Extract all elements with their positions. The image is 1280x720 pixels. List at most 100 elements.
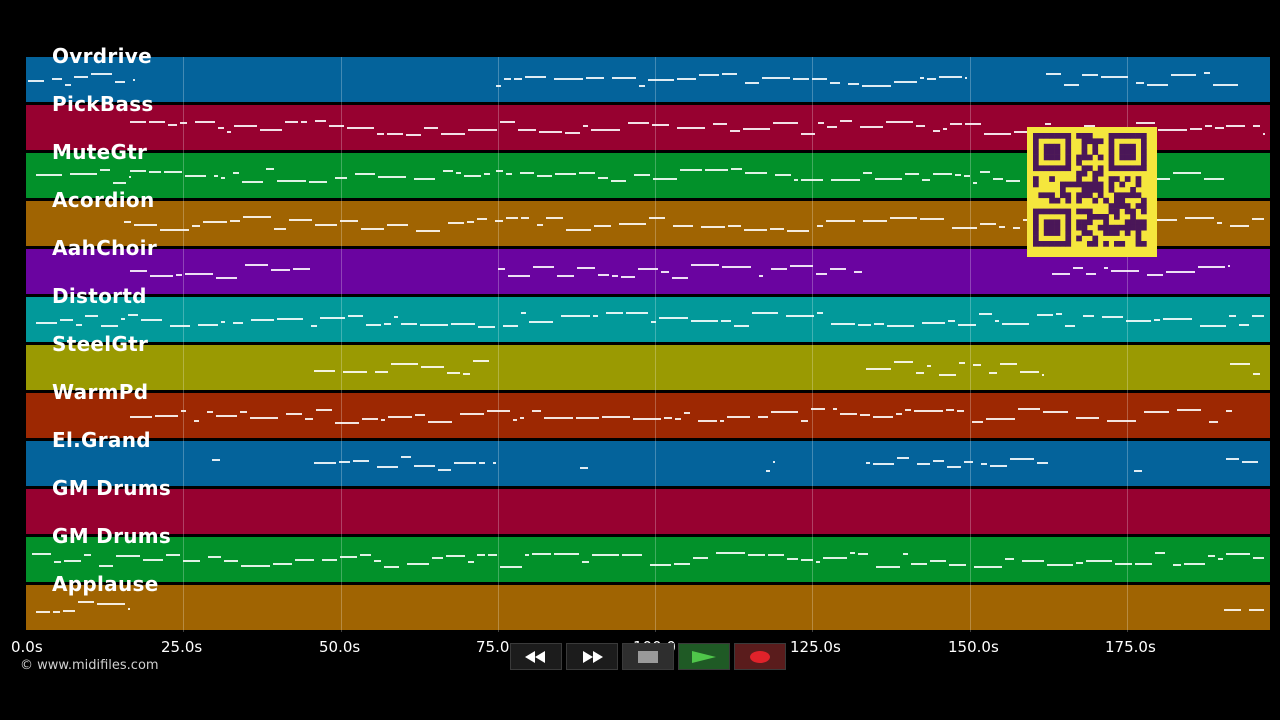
midi-note <box>768 554 784 556</box>
midi-note <box>130 170 146 172</box>
midi-note <box>143 559 163 561</box>
midi-note <box>1252 218 1264 220</box>
midi-note <box>1107 420 1136 422</box>
midi-note <box>816 273 827 275</box>
midi-note <box>598 177 608 179</box>
midi-note <box>1147 274 1163 276</box>
midi-note <box>948 320 955 322</box>
midi-note <box>468 129 497 131</box>
midi-note <box>1000 363 1017 365</box>
midi-note <box>1037 314 1053 316</box>
midi-note <box>60 319 73 321</box>
midi-note <box>149 171 161 173</box>
midi-note <box>500 566 522 568</box>
midi-note <box>1073 267 1083 269</box>
midi-note <box>728 225 741 227</box>
midi-note <box>164 171 182 173</box>
midi-note <box>316 409 332 411</box>
midi-note <box>648 79 674 81</box>
midi-note <box>701 226 725 228</box>
midi-note <box>622 554 642 556</box>
track-label: Ovrdrive <box>52 44 152 68</box>
midi-note <box>713 123 727 125</box>
midi-note <box>212 459 220 461</box>
track-lane <box>26 441 1270 486</box>
midi-note <box>986 418 1015 420</box>
midi-note <box>766 470 770 472</box>
midi-note <box>64 560 81 562</box>
track-lane <box>26 345 1270 390</box>
record-icon <box>750 650 770 663</box>
midi-note <box>424 127 438 129</box>
midi-note <box>990 465 1007 467</box>
midi-note <box>116 555 140 557</box>
track-lane <box>26 297 1270 342</box>
midi-note <box>817 312 823 314</box>
midi-note <box>752 312 778 314</box>
record-button[interactable] <box>734 643 786 670</box>
midi-note <box>721 320 731 322</box>
midi-note <box>1013 227 1020 229</box>
midi-note <box>1046 73 1061 75</box>
midi-note <box>876 566 900 568</box>
midi-note <box>958 324 976 326</box>
midi-note <box>886 121 913 123</box>
track-label: GM Drums <box>52 524 172 548</box>
midi-note <box>745 172 767 174</box>
midi-note <box>451 323 475 325</box>
midi-note <box>488 554 497 556</box>
midi-note <box>734 325 749 327</box>
play-button[interactable] <box>678 643 730 670</box>
midi-note <box>208 556 221 558</box>
midi-note <box>794 179 798 181</box>
midi-note <box>1135 563 1152 565</box>
midi-note <box>946 409 954 411</box>
midi-note <box>133 79 135 81</box>
fast-forward-icon <box>583 650 603 663</box>
midi-note <box>684 412 690 414</box>
stop-button[interactable] <box>622 643 674 670</box>
midi-note <box>1002 323 1029 325</box>
midi-note <box>1151 219 1177 221</box>
midi-note <box>583 125 588 127</box>
midi-note <box>626 312 648 314</box>
midi-note <box>579 172 595 174</box>
midi-note <box>170 325 190 327</box>
midi-note <box>672 277 688 279</box>
midi-note <box>500 121 515 123</box>
midi-note <box>207 411 213 413</box>
midi-note <box>121 318 125 320</box>
midi-note <box>905 173 919 175</box>
midi-note <box>831 179 860 181</box>
midi-note <box>775 174 791 176</box>
rewind-button[interactable] <box>510 643 562 670</box>
stop-icon <box>638 650 658 663</box>
midi-note <box>939 374 956 376</box>
midi-note <box>401 456 411 458</box>
midi-note <box>1213 84 1238 86</box>
midi-note <box>621 276 635 278</box>
midi-note <box>1083 315 1094 317</box>
midi-note <box>874 323 884 325</box>
midi-note <box>664 417 672 419</box>
fast-forward-button[interactable] <box>566 643 618 670</box>
time-tick-label: 150.0s <box>948 638 999 656</box>
midi-note <box>916 125 925 127</box>
midi-note <box>866 368 891 370</box>
midi-note <box>520 417 524 419</box>
midi-note <box>1154 319 1160 321</box>
midi-note <box>873 416 893 418</box>
midi-note <box>920 77 924 79</box>
midi-note <box>980 223 996 225</box>
midi-note <box>198 324 218 326</box>
midi-note <box>602 416 630 418</box>
midi-note <box>70 173 97 175</box>
midi-note <box>260 129 282 131</box>
midi-note <box>561 315 590 317</box>
midi-note <box>831 323 855 325</box>
midi-note <box>479 462 485 464</box>
midi-note <box>245 264 268 266</box>
midi-note <box>1064 84 1079 86</box>
midi-note <box>606 312 623 314</box>
midi-note <box>525 76 546 78</box>
